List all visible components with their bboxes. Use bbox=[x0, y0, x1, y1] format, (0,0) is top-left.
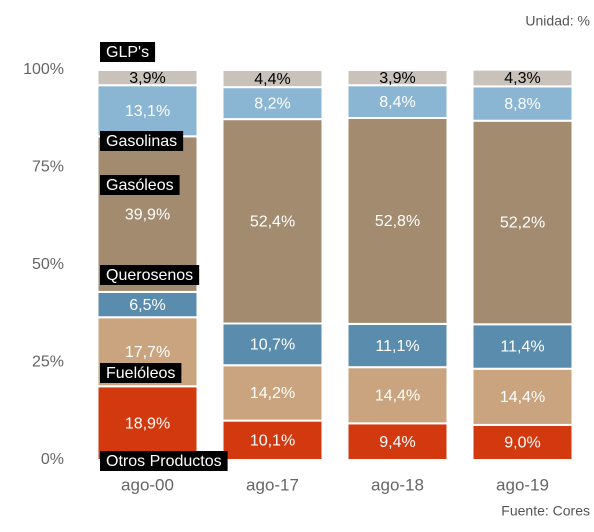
legend-box bbox=[100, 42, 156, 62]
legend-item: GLP's bbox=[100, 42, 156, 62]
value-label: 13,1% bbox=[125, 103, 170, 120]
legend-item: Querosenos bbox=[100, 265, 200, 285]
bar-segment bbox=[346, 116, 449, 325]
value-label: 4,3% bbox=[504, 70, 540, 87]
legend-box bbox=[100, 175, 180, 195]
value-label: 10,1% bbox=[250, 433, 295, 450]
bar-segment bbox=[346, 422, 449, 461]
y-tick-label: 100% bbox=[23, 61, 64, 78]
value-label: 52,8% bbox=[375, 213, 420, 230]
bar-segment bbox=[221, 118, 324, 325]
bar-segment bbox=[96, 385, 199, 462]
bar-segment bbox=[221, 69, 324, 89]
bar-segment bbox=[346, 84, 449, 119]
value-label: 52,2% bbox=[500, 215, 545, 232]
value-label: 10,7% bbox=[250, 337, 295, 354]
value-label: 52,4% bbox=[250, 214, 295, 231]
legend-item: Gasolinas bbox=[100, 131, 184, 151]
bar-segment bbox=[471, 367, 574, 426]
value-label: 6,5% bbox=[129, 297, 165, 314]
bar-segment bbox=[471, 68, 574, 88]
legend-box bbox=[100, 265, 200, 285]
legend-box bbox=[100, 451, 228, 471]
legend-label: Gasolinas bbox=[106, 133, 177, 150]
x-tick-label: ago-19 bbox=[496, 475, 549, 494]
bar-segment bbox=[221, 364, 324, 422]
value-label: 14,4% bbox=[375, 387, 420, 404]
y-tick-label: 25% bbox=[32, 354, 64, 371]
bar-segment bbox=[471, 119, 574, 326]
unit-note: Unidad: % bbox=[525, 13, 590, 29]
value-label: 3,9% bbox=[379, 70, 415, 87]
x-tick-label: ago-18 bbox=[371, 475, 424, 494]
y-tick-label: 75% bbox=[32, 159, 64, 176]
value-label: 3,9% bbox=[129, 70, 165, 87]
legend-label: Otros Productos bbox=[106, 453, 222, 470]
value-label: 18,9% bbox=[125, 415, 170, 432]
legend-label: Gasóleos bbox=[106, 177, 174, 194]
y-tick-label: 0% bbox=[41, 451, 64, 468]
bar-segment bbox=[471, 85, 574, 122]
legend-item: Otros Productos bbox=[100, 451, 228, 471]
legend-item: Gasóleos bbox=[100, 175, 180, 195]
bar-segment bbox=[221, 419, 324, 461]
value-label: 8,2% bbox=[254, 95, 290, 112]
legend-label: Querosenos bbox=[106, 267, 193, 284]
value-label: 4,4% bbox=[254, 71, 290, 88]
legend-box bbox=[100, 131, 184, 151]
value-label: 11,4% bbox=[500, 339, 544, 356]
value-label: 39,9% bbox=[125, 206, 170, 223]
y-tick-label: 50% bbox=[32, 256, 64, 273]
bar-segment bbox=[346, 322, 449, 369]
value-label: 14,4% bbox=[500, 389, 545, 406]
value-label: 11,1% bbox=[375, 338, 419, 355]
legend-box bbox=[100, 363, 182, 383]
bar-segment bbox=[346, 69, 449, 87]
legend-label: GLP's bbox=[106, 44, 149, 61]
x-tick-label: ago-00 bbox=[121, 475, 174, 494]
legend-item: Fuelóleos bbox=[100, 363, 182, 383]
value-label: 9,4% bbox=[379, 434, 415, 451]
value-label: 8,8% bbox=[504, 96, 540, 113]
legend-label: Fuelóleos bbox=[106, 365, 175, 382]
value-label: 17,7% bbox=[125, 344, 170, 361]
source-note: Fuente: Cores bbox=[501, 503, 590, 519]
value-label: 8,4% bbox=[379, 94, 415, 111]
bar-segment bbox=[471, 323, 574, 370]
bar-segment bbox=[221, 322, 324, 367]
value-label: 9,0% bbox=[504, 435, 540, 452]
bar-segment bbox=[96, 69, 199, 87]
value-label: 14,2% bbox=[250, 385, 295, 402]
x-tick-label: ago-17 bbox=[246, 475, 299, 494]
